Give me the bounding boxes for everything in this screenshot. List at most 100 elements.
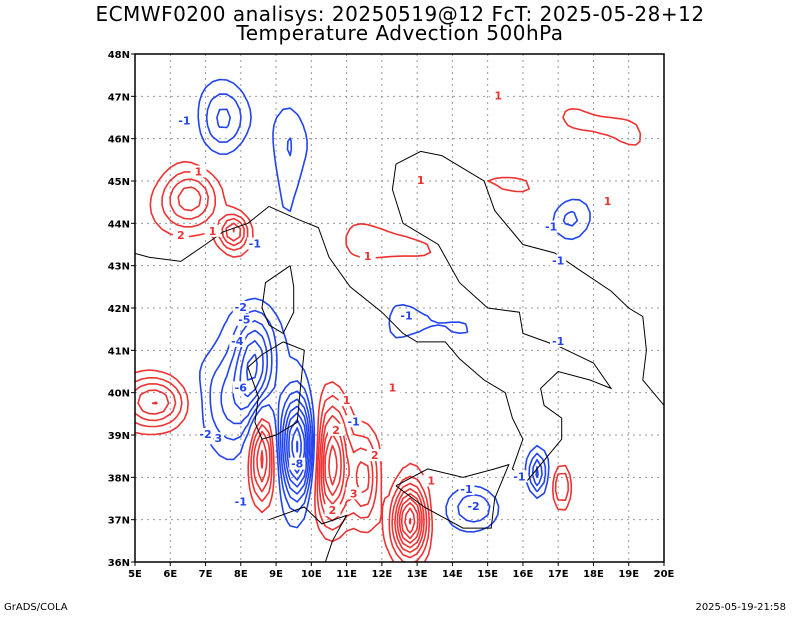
warm-advection-contour [404, 507, 416, 534]
contour-label: -2 [235, 301, 247, 314]
contour-label-bg [176, 114, 193, 127]
contour-label: 1 [427, 475, 435, 488]
contour-label-bg [458, 483, 475, 496]
lon-tick-label: 6E [163, 569, 177, 580]
contour-label-bg [345, 487, 362, 500]
contour-label-bg [465, 499, 482, 512]
contour-labels: -1-1-2-5-4-6-3-2-8-1-1-1-1-1-1-2-1-112 11… [172, 89, 616, 517]
contour-label: -2 [467, 500, 479, 513]
lon-tick-label: 9E [269, 569, 283, 580]
advection-contours [135, 78, 642, 562]
contour-label: -1 [178, 115, 190, 128]
contour-label: 2 [329, 504, 337, 517]
contour-label-bg [246, 237, 263, 250]
contour-label-bg [543, 220, 560, 233]
lat-tick-label: 36N [108, 558, 130, 569]
contour-label-bg [204, 224, 221, 237]
lon-tick-label: 11E [336, 569, 357, 580]
contour-label-bg [359, 250, 376, 263]
contour-label: 1 [343, 394, 351, 407]
map-subtitle: Temperature Advection 500hPa [236, 21, 564, 45]
lat-tick-label: 41N [108, 346, 130, 357]
map-title: ECMWF0200 analisys: 20250519@12 FcT: 202… [95, 2, 705, 26]
contour-label-bg [338, 394, 355, 407]
contour-label-bg [345, 415, 362, 428]
contour-label: 1 [604, 195, 612, 208]
contour-label: 2 [332, 424, 340, 437]
warm-advection-contour [324, 433, 421, 544]
warm-advection-contour [151, 227, 423, 549]
contour-label: 1 [494, 89, 502, 102]
contour-label-bg [197, 428, 214, 440]
tunisia-coast [268, 506, 348, 562]
lon-tick-label: 19E [618, 569, 639, 580]
lat-tick-label: 37N [108, 516, 130, 527]
contour-label-bg [412, 174, 429, 186]
lat-tick-label: 48N [108, 50, 130, 61]
sicily-coast [395, 463, 510, 529]
lat-tick-label: 45N [108, 177, 130, 188]
warm-advection-contour [408, 517, 412, 525]
lat-tick-label: 44N [108, 219, 130, 230]
lon-tick-label: 12E [371, 569, 392, 580]
contour-label: -1 [249, 238, 261, 251]
contour-label: 1 [389, 381, 397, 394]
cold-advection-contour [205, 93, 579, 523]
sardinia-coast [247, 341, 305, 440]
contour-label: -1 [235, 496, 247, 509]
warm-advection-contour [328, 444, 419, 540]
contour-label-bg [384, 381, 401, 394]
contour-label-bg [232, 381, 249, 394]
contour-label-bg [172, 229, 189, 242]
lat-tick-label: 43N [108, 262, 130, 273]
contour-label: -6 [235, 381, 248, 394]
contour-label-bg [232, 301, 249, 313]
lat-tick-label: 39N [108, 431, 130, 442]
contour-label-bg [289, 457, 306, 470]
lon-tick-label: 20E [654, 569, 675, 580]
warm-advection-contour [135, 108, 642, 562]
warm-advection-contour [135, 178, 428, 559]
warm-advection-contour [135, 171, 569, 562]
contour-label-bg [366, 449, 383, 462]
contour-label-bg [190, 165, 207, 178]
lon-tick-label: 5E [128, 569, 142, 580]
lon-tick-label: 7E [199, 569, 213, 580]
contour-label-bg [236, 313, 253, 326]
contour-label-bg [490, 89, 507, 102]
contour-label: -1 [348, 415, 360, 428]
coastlines [135, 150, 664, 562]
contour-label-bg [232, 495, 249, 508]
contour-label: 1 [417, 174, 425, 187]
software-credit: GrADS/COLA [4, 602, 68, 613]
contour-label-bg [511, 470, 528, 483]
contour-label: -1 [545, 221, 557, 234]
contour-label-bg [550, 334, 567, 347]
lat-tick-label: 40N [108, 389, 130, 400]
contour-label: -4 [231, 335, 244, 348]
contour-label: -8 [291, 458, 303, 471]
lat-tick-label: 47N [108, 92, 130, 103]
contour-label: 1 [195, 166, 203, 179]
cold-advection-contour [197, 78, 591, 533]
contour-label: 2 [177, 229, 185, 242]
contour-label-bg [599, 195, 616, 208]
lon-tick-label: 13E [407, 569, 428, 580]
contour-label-bg [324, 504, 341, 517]
warm-advection-contour [137, 186, 425, 554]
lat-tick-label: 42N [108, 304, 130, 315]
contour-label: -1 [400, 309, 412, 322]
contour-label-bg [229, 334, 246, 347]
italy-coast [223, 150, 613, 483]
cold-advection-contour [296, 440, 299, 453]
lon-tick-label: 10E [301, 569, 322, 580]
lon-tick-label: 17E [548, 569, 569, 580]
contour-label: 2 [371, 449, 379, 462]
contour-label: -2 [199, 428, 211, 441]
contour-label-bg [423, 474, 440, 487]
contour-label: 3 [350, 487, 358, 500]
lon-tick-label: 16E [513, 569, 534, 580]
contour-label: 1 [364, 250, 372, 263]
lon-tick-label: 8E [234, 569, 248, 580]
lon-tick-label: 14E [442, 569, 463, 580]
